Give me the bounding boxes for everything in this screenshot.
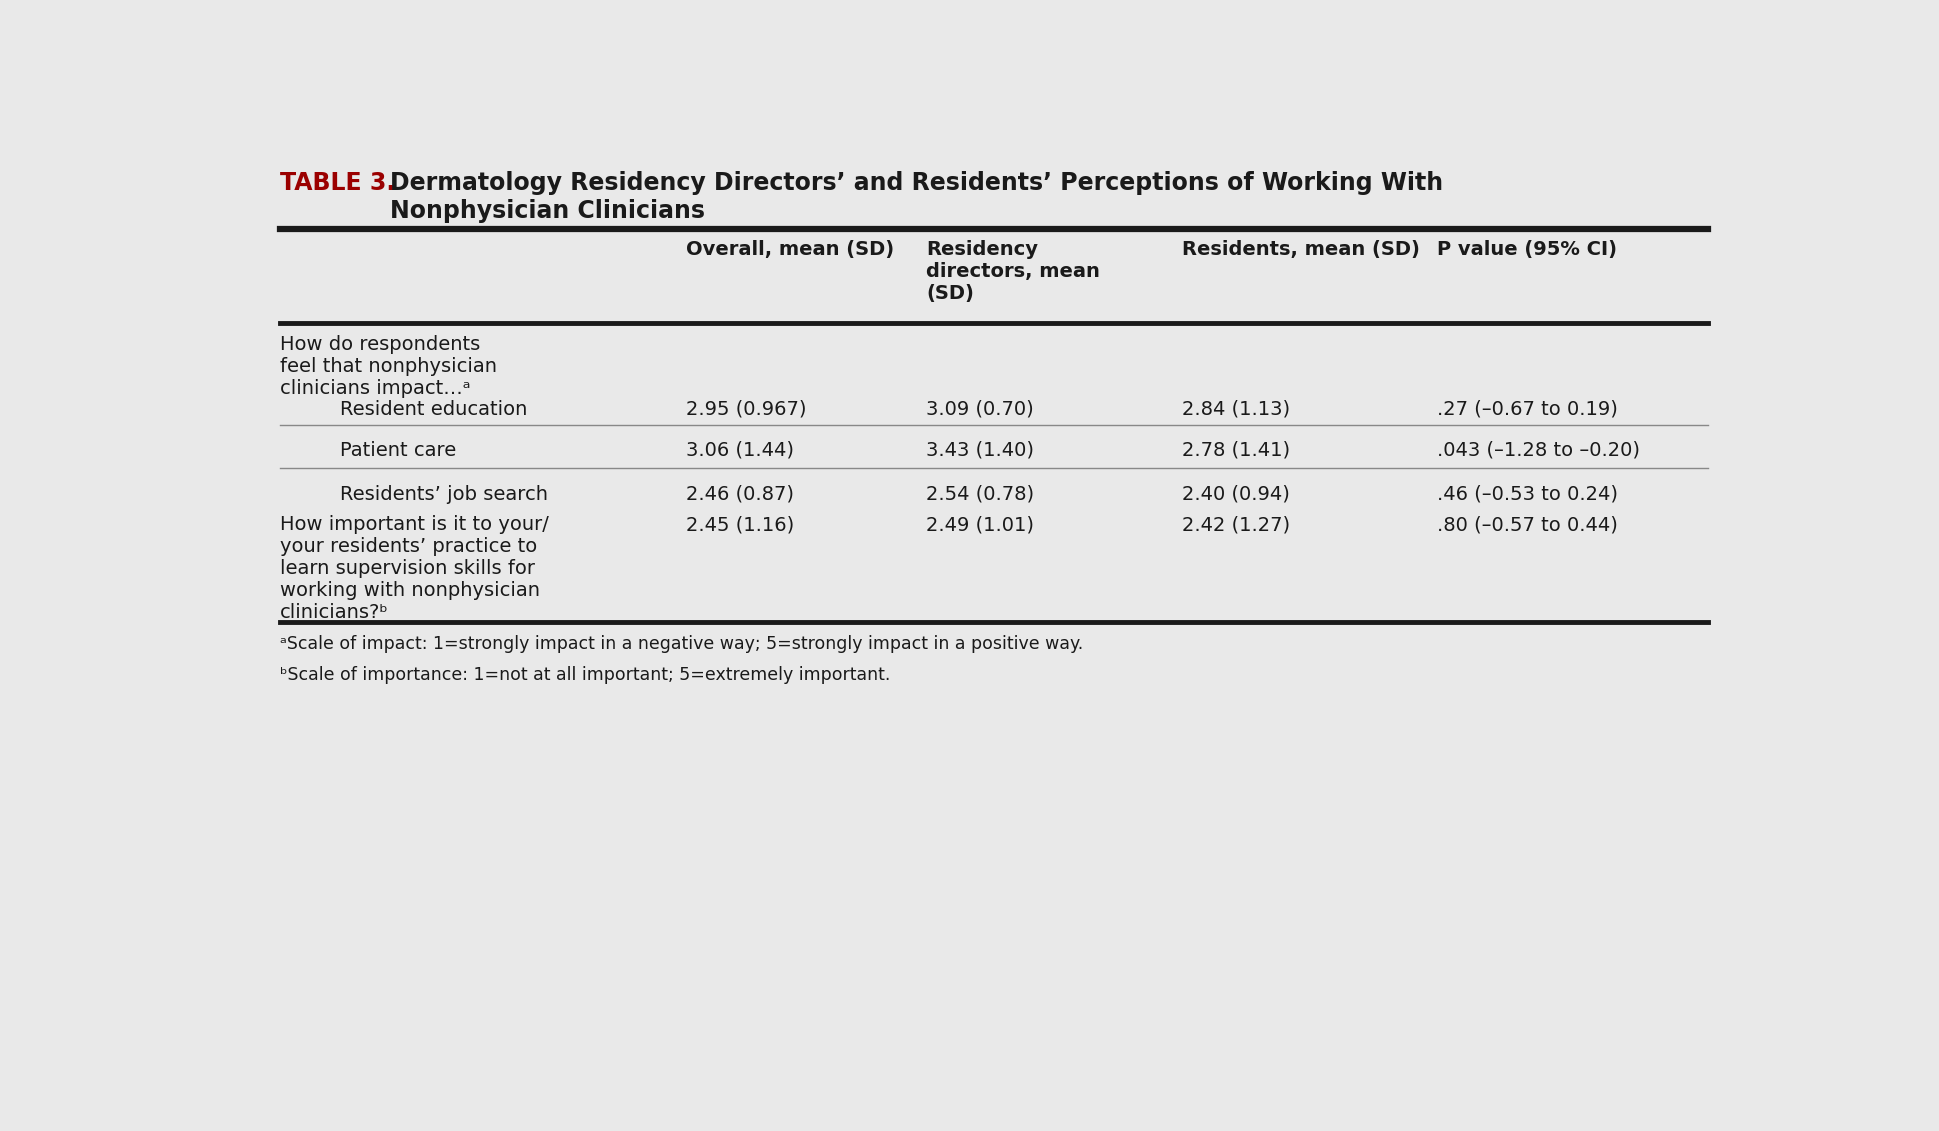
- Text: 2.78 (1.41): 2.78 (1.41): [1181, 441, 1289, 459]
- Text: 3.43 (1.40): 3.43 (1.40): [927, 441, 1033, 459]
- Text: ᵃScale of impact: 1=strongly impact in a negative way; 5=strongly impact in a po: ᵃScale of impact: 1=strongly impact in a…: [279, 636, 1084, 654]
- Text: Dermatology Residency Directors’ and Residents’ Perceptions of Working With
Nonp: Dermatology Residency Directors’ and Res…: [390, 171, 1443, 223]
- Text: 2.54 (0.78): 2.54 (0.78): [927, 484, 1033, 503]
- Text: 3.09 (0.70): 3.09 (0.70): [927, 400, 1033, 418]
- Text: 3.06 (1.44): 3.06 (1.44): [686, 441, 793, 459]
- Text: Residents’ job search: Residents’ job search: [339, 484, 549, 503]
- Text: Residents, mean (SD): Residents, mean (SD): [1181, 241, 1419, 259]
- Text: .27 (–0.67 to 0.19): .27 (–0.67 to 0.19): [1437, 400, 1617, 418]
- Text: 2.49 (1.01): 2.49 (1.01): [927, 516, 1033, 534]
- Text: .043 (–1.28 to –0.20): .043 (–1.28 to –0.20): [1437, 441, 1640, 459]
- Text: 2.84 (1.13): 2.84 (1.13): [1181, 400, 1289, 418]
- Text: P value (95% CI): P value (95% CI): [1437, 241, 1617, 259]
- Text: .46 (–0.53 to 0.24): .46 (–0.53 to 0.24): [1437, 484, 1617, 503]
- Text: 2.95 (0.967): 2.95 (0.967): [686, 400, 807, 418]
- Text: 2.46 (0.87): 2.46 (0.87): [686, 484, 793, 503]
- Text: .80 (–0.57 to 0.44): .80 (–0.57 to 0.44): [1437, 516, 1617, 534]
- Text: 2.45 (1.16): 2.45 (1.16): [686, 516, 793, 534]
- Text: How do respondents
feel that nonphysician
clinicians impact…ᵃ: How do respondents feel that nonphysicia…: [279, 335, 496, 398]
- Text: TABLE 3.: TABLE 3.: [279, 171, 396, 196]
- Text: Resident education: Resident education: [339, 400, 527, 418]
- Text: Overall, mean (SD): Overall, mean (SD): [686, 241, 894, 259]
- Text: 2.40 (0.94): 2.40 (0.94): [1181, 484, 1289, 503]
- Text: ᵇScale of importance: 1=not at all important; 5=extremely important.: ᵇScale of importance: 1=not at all impor…: [279, 666, 890, 684]
- Text: Residency
directors, mean
(SD): Residency directors, mean (SD): [927, 241, 1099, 303]
- Text: How important is it to your/
your residents’ practice to
learn supervision skill: How important is it to your/ your reside…: [279, 516, 549, 622]
- Text: 2.42 (1.27): 2.42 (1.27): [1181, 516, 1289, 534]
- Text: Patient care: Patient care: [339, 441, 456, 459]
